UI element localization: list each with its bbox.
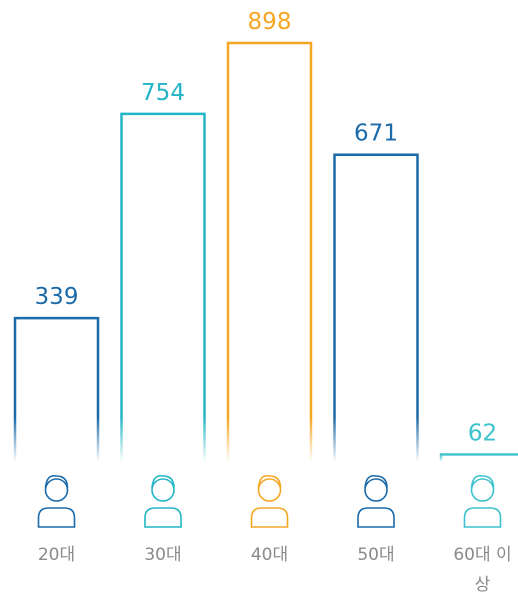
icon-body bbox=[357, 507, 395, 528]
value-label: 754 bbox=[141, 80, 185, 106]
icon-head bbox=[151, 478, 175, 502]
icon-head bbox=[257, 478, 282, 502]
icon-head bbox=[470, 478, 495, 502]
icon-body bbox=[250, 507, 289, 528]
bar bbox=[439, 453, 518, 462]
x-tick-label: 60대 이상 bbox=[453, 545, 512, 595]
value-label: 62 bbox=[468, 420, 497, 446]
person-icon bbox=[250, 474, 289, 528]
value-label: 898 bbox=[248, 9, 292, 35]
icon-hair bbox=[44, 474, 69, 489]
x-tick-label: 20대 bbox=[37, 545, 76, 565]
person-icon bbox=[37, 474, 76, 528]
icon-head bbox=[364, 478, 388, 502]
icon-hair bbox=[364, 474, 388, 489]
person-icon bbox=[144, 474, 182, 528]
value-label: 339 bbox=[35, 284, 79, 310]
x-tick-label: 40대 bbox=[250, 545, 289, 565]
icon-hair bbox=[257, 474, 282, 489]
bar bbox=[226, 41, 313, 462]
x-tick-label: 50대 bbox=[357, 545, 395, 565]
icon-body bbox=[37, 507, 76, 528]
icon-body bbox=[463, 507, 502, 528]
person-icon bbox=[357, 474, 395, 528]
bar bbox=[13, 316, 100, 462]
person-icon bbox=[463, 474, 502, 528]
value-label: 671 bbox=[354, 121, 398, 147]
icon-head bbox=[44, 478, 69, 502]
icon-hair bbox=[151, 474, 175, 489]
icon-body bbox=[144, 507, 182, 528]
bar bbox=[333, 153, 419, 462]
icon-hair bbox=[470, 474, 495, 489]
bar bbox=[120, 112, 206, 462]
x-tick-label: 30대 bbox=[144, 545, 182, 565]
